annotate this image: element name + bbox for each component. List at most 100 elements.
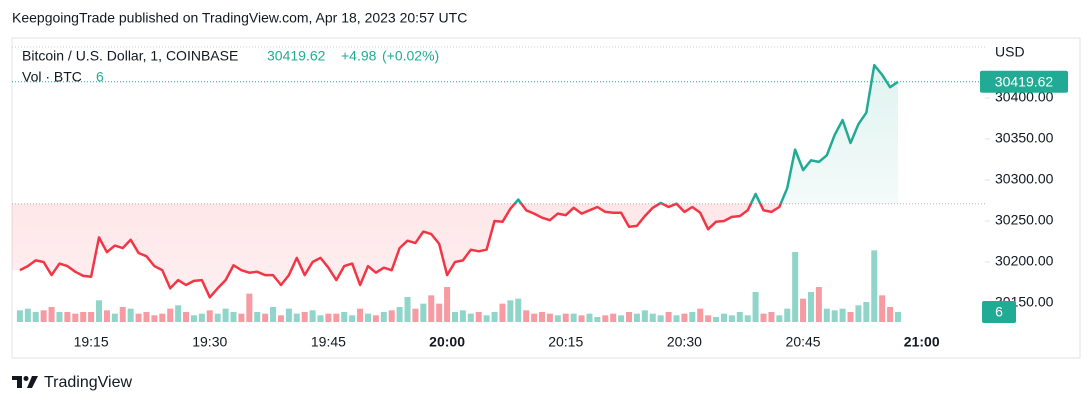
volume-bar <box>681 313 688 322</box>
volume-bar <box>546 313 553 322</box>
volume-bar <box>412 308 419 322</box>
volume-bar <box>831 310 838 322</box>
volume-bar <box>341 312 348 322</box>
volume-bar <box>151 315 158 322</box>
volume-bar <box>491 312 498 322</box>
volume-bar <box>554 315 561 322</box>
volume-bar <box>32 312 39 322</box>
volume-bar <box>254 312 261 322</box>
volume-bar <box>578 315 585 322</box>
volume-bar <box>744 315 751 322</box>
volume-bar <box>602 315 609 322</box>
volume-bar <box>586 313 593 322</box>
volume-legend-value: 6 <box>96 69 104 85</box>
volume-bar <box>325 313 332 322</box>
volume-bar <box>887 307 894 322</box>
x-tick-label: 20:15 <box>548 334 583 350</box>
volume-bar <box>728 315 735 322</box>
volume-bar <box>610 313 617 322</box>
volume-bar <box>523 310 530 322</box>
last-price-box <box>980 70 1068 93</box>
currency: USD <box>995 44 1025 60</box>
volume-bar <box>641 310 648 322</box>
volume-bar <box>246 293 253 322</box>
legend-change: +4.98 <box>341 48 377 64</box>
volume-bar <box>396 307 403 322</box>
last-volume-box <box>982 301 1016 323</box>
volume-bar <box>56 312 63 322</box>
volume-bar <box>333 313 340 322</box>
volume-bar <box>167 308 174 322</box>
volume-legend: Vol · BTC <box>22 69 82 85</box>
brand: TradingView <box>44 374 132 391</box>
volume-bar <box>143 312 150 322</box>
volume-bar <box>40 310 47 322</box>
x-tick-label: 21:00 <box>904 334 940 350</box>
volume-bar <box>451 312 458 322</box>
volume-bar <box>183 312 190 322</box>
volume-bar <box>618 315 625 322</box>
volume-bar <box>214 313 221 322</box>
volume-bar <box>357 308 364 322</box>
volume-bar <box>285 308 292 322</box>
plot: 30150.0030200.0030250.0030300.0030350.00… <box>12 63 1054 350</box>
volume-bar <box>293 313 300 322</box>
volume-bar <box>515 298 522 322</box>
volume-bar <box>80 312 87 322</box>
volume-bar <box>301 312 308 322</box>
volume-bar <box>815 287 822 322</box>
volume-bar <box>871 250 878 322</box>
volume-bar <box>784 308 791 322</box>
volume-bar <box>24 308 31 322</box>
volume-bar <box>689 312 696 322</box>
x-tick-label: 20:00 <box>429 334 465 350</box>
volume-bar <box>562 313 569 322</box>
volume-bar <box>673 315 680 322</box>
y-tick-label: 30350.00 <box>995 130 1054 146</box>
volume-bar <box>752 292 759 322</box>
last-volume-label: 6 <box>995 304 1003 320</box>
volume-bar <box>594 317 601 322</box>
x-tick-label: 19:15 <box>74 334 109 350</box>
legend-title: Bitcoin / U.S. Dollar, 1, COINBASE <box>22 48 238 64</box>
volume-bar <box>404 297 411 322</box>
volume-bar <box>103 310 110 322</box>
x-tick-label: 19:30 <box>192 334 227 350</box>
volume-bar <box>633 313 640 322</box>
volume-bar <box>372 315 379 322</box>
volume-bar <box>467 313 474 322</box>
volume-bar <box>175 305 182 322</box>
volume-bar <box>626 312 633 322</box>
volume-bar <box>776 315 783 322</box>
volume-bar <box>499 303 506 322</box>
volume-bar <box>839 308 846 322</box>
volume-bar <box>88 312 95 322</box>
volume-bar <box>206 310 213 322</box>
volume-bar <box>277 315 284 322</box>
y-tick-label: 30300.00 <box>995 171 1054 187</box>
x-tick-label: 20:45 <box>786 334 821 350</box>
volume-bar <box>807 292 814 322</box>
volume-bar <box>863 302 870 322</box>
volume-bar <box>649 313 656 322</box>
volume-bar <box>483 315 490 322</box>
header: KeepgoingTrade published on TradingView.… <box>12 10 467 26</box>
volume-bar <box>135 313 142 322</box>
volume-bar <box>238 313 245 322</box>
volume-bar <box>665 312 672 322</box>
volume-bar <box>697 308 704 322</box>
volume-bar <box>230 312 237 322</box>
volume-bar <box>64 312 71 322</box>
volume-bar <box>317 315 324 322</box>
volume-bar <box>570 313 577 322</box>
volume-bar <box>222 308 229 322</box>
volume-bar <box>459 310 466 322</box>
y-tick-label: 30200.00 <box>995 253 1054 269</box>
volume-bar <box>388 310 395 322</box>
volume-bar <box>507 300 514 322</box>
baseline-fill <box>12 65 898 298</box>
volume-bar <box>159 313 166 322</box>
volume-bar <box>270 307 277 322</box>
volume-bar <box>364 313 371 322</box>
